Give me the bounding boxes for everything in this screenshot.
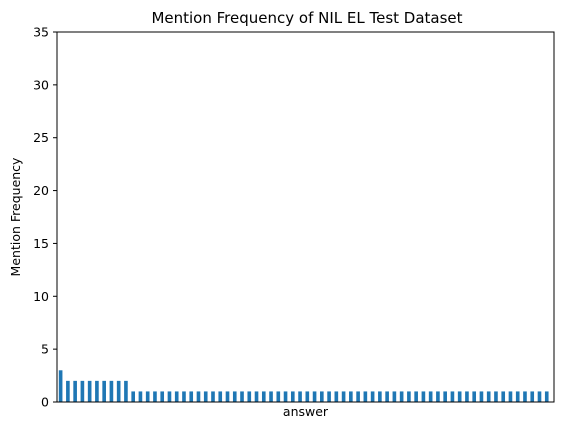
y-tick-label: 15: [33, 236, 49, 251]
bar: [305, 391, 310, 402]
bar: [167, 391, 172, 402]
bar: [182, 391, 186, 402]
bar: [87, 380, 92, 402]
bar: [66, 380, 70, 402]
bar: [211, 391, 215, 402]
bar: [436, 391, 440, 402]
x-axis-label: answer: [283, 404, 329, 419]
y-tick-label: 20: [33, 183, 49, 198]
bar: [349, 391, 353, 402]
bar: [283, 391, 288, 402]
bar: [290, 391, 295, 402]
bar: [385, 391, 389, 402]
bar: [530, 391, 535, 402]
bar: [312, 391, 317, 402]
bar: [443, 391, 447, 402]
bar: [508, 391, 513, 402]
bar: [392, 391, 397, 402]
y-tick-label: 0: [41, 395, 49, 410]
bar: [450, 391, 455, 402]
bar: [138, 391, 143, 402]
bar: [523, 391, 527, 402]
bar: [261, 391, 266, 402]
bar: [341, 391, 346, 402]
bar: [298, 391, 302, 402]
bar: [428, 391, 433, 402]
bar: [407, 391, 411, 402]
bar: [240, 391, 244, 402]
bar: [131, 391, 135, 402]
bar: [203, 391, 208, 402]
chart-title: Mention Frequency of NIL EL Test Dataset: [151, 9, 462, 27]
bar: [421, 391, 426, 402]
plot-frame: [56, 31, 555, 403]
bar: [320, 391, 324, 402]
bar: [196, 391, 201, 402]
bar: [160, 391, 165, 402]
bar: [58, 370, 63, 402]
bar: [544, 391, 549, 402]
bar: [327, 391, 331, 402]
y-tick-label: 30: [33, 77, 49, 92]
bar: [334, 391, 339, 402]
y-tick-label: 35: [33, 25, 49, 40]
bar: [153, 391, 157, 402]
bar: [269, 391, 273, 402]
bar: [218, 391, 223, 402]
bar: [232, 391, 237, 402]
bar: [276, 391, 281, 402]
y-tick-label: 5: [41, 342, 49, 357]
y-axis-ticks: 0 5 10 15 20 25 30 35: [33, 25, 57, 410]
bar: [95, 380, 99, 402]
bar: [363, 391, 368, 402]
y-axis-label: Mention Frequency: [8, 157, 23, 276]
bar: [486, 391, 491, 402]
bar: [80, 380, 85, 402]
bar: [124, 380, 128, 402]
bar: [378, 391, 382, 402]
bar: [174, 391, 179, 402]
bar: [109, 380, 114, 402]
bar: [465, 391, 469, 402]
bar: [102, 380, 106, 402]
bar: [254, 391, 259, 402]
bar: [479, 391, 484, 402]
bar: [501, 391, 506, 402]
bar: [189, 391, 194, 402]
bar: [472, 391, 477, 402]
bar: [414, 391, 418, 402]
bar: [356, 391, 360, 402]
bar: [399, 391, 404, 402]
y-tick-label: 10: [33, 289, 49, 304]
bar: [73, 380, 77, 402]
bar: [494, 391, 498, 402]
bar: [457, 391, 462, 402]
bar: [247, 391, 252, 402]
bar: [145, 391, 150, 402]
bars-group: [58, 370, 549, 402]
y-tick-label: 25: [33, 130, 49, 145]
bar: [225, 391, 230, 402]
bar: [537, 391, 542, 402]
bar: [515, 391, 520, 402]
bar: [116, 380, 121, 402]
bar: [370, 391, 375, 402]
